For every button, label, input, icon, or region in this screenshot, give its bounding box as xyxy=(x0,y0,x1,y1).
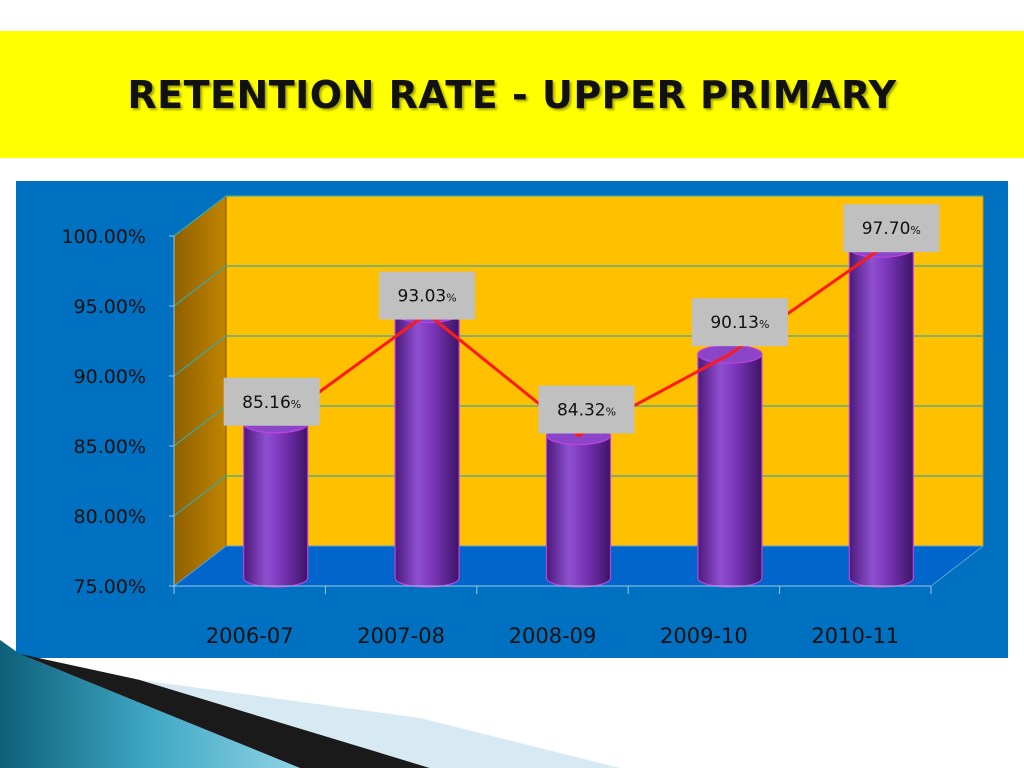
y-tick-label: 90.00% xyxy=(74,366,146,388)
x-category-label: 2008-09 xyxy=(509,624,597,648)
data-label-box xyxy=(691,298,788,347)
data-label-text: 90.13% xyxy=(710,313,769,333)
data-label-box xyxy=(538,385,635,434)
y-tick-label: 75.00% xyxy=(74,576,146,598)
slide-title: RETENTION RATE - UPPER PRIMARY xyxy=(127,72,897,117)
data-label-text: 84.32% xyxy=(557,401,616,421)
bar xyxy=(848,238,914,588)
retention-rate-chart: 85.16% 93.03% 84.32% 90.13% 97.70% 75.00% 80.… xyxy=(16,181,1008,658)
bar xyxy=(243,414,309,588)
gridline xyxy=(173,195,983,237)
data-label-text: 85.16% xyxy=(242,393,301,413)
chart-container: 85.16% 93.03% 84.32% 90.13% 97.70% 75.00% 80.… xyxy=(16,181,1008,658)
data-label: 90.13% xyxy=(691,298,788,347)
decorative-swoosh xyxy=(0,640,620,768)
gridline xyxy=(173,265,983,307)
bar xyxy=(394,303,460,588)
data-label-text: 93.03% xyxy=(398,287,457,307)
bar xyxy=(697,344,763,588)
x-category-label: 2009-10 xyxy=(660,624,748,648)
title-band: RETENTION RATE - UPPER PRIMARY xyxy=(0,31,1024,158)
x-category-label: 2006-07 xyxy=(206,624,294,648)
y-tick-label: 100.00% xyxy=(61,226,146,248)
data-label-text: 97.70% xyxy=(862,219,921,239)
x-category-label: 2007-08 xyxy=(357,624,445,648)
plot-side-wall xyxy=(173,194,227,588)
data-label: 93.03% xyxy=(379,271,476,320)
data-label: 84.32% xyxy=(538,385,635,434)
data-label-box xyxy=(379,271,476,320)
data-label: 85.16% xyxy=(223,377,320,426)
y-tick-label: 80.00% xyxy=(74,506,146,528)
data-label-box xyxy=(223,377,320,426)
bar xyxy=(545,425,612,588)
data-label: 97.70% xyxy=(843,204,940,253)
y-tick-label: 85.00% xyxy=(74,436,146,458)
data-label-box xyxy=(843,204,940,253)
y-tick-label: 95.00% xyxy=(74,296,146,318)
x-category-label: 2010-11 xyxy=(811,624,899,648)
